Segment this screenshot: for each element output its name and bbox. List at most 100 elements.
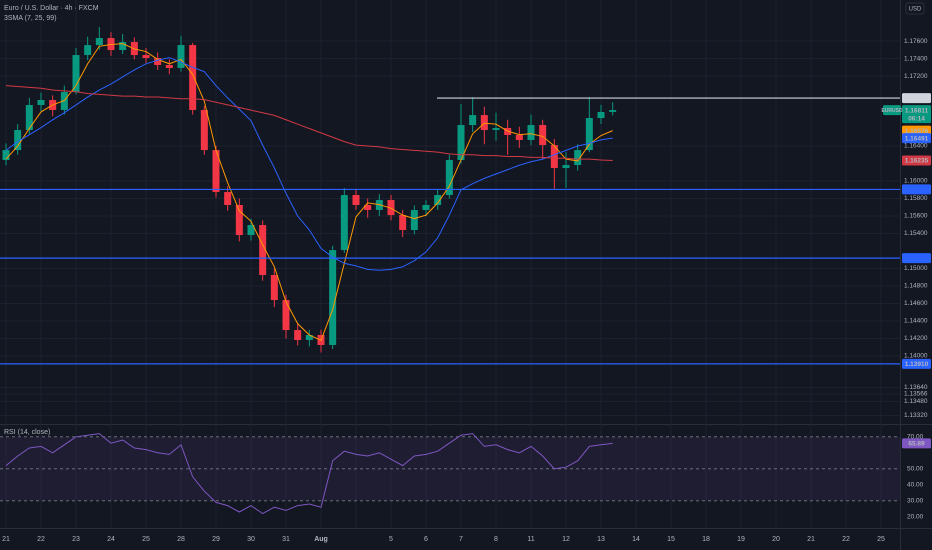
rsi-value-badge: 65.89 bbox=[908, 441, 925, 448]
candle-body bbox=[259, 225, 267, 275]
candle-body bbox=[445, 160, 453, 196]
y-tick-label: 1.13320 bbox=[904, 412, 928, 419]
y-tick-label: 1.15000 bbox=[904, 265, 928, 272]
x-tick-label: 18 bbox=[702, 536, 710, 543]
candle-body bbox=[84, 45, 92, 56]
candle-body bbox=[154, 58, 162, 66]
candle-body bbox=[282, 300, 290, 331]
y-tick-label: 1.14200 bbox=[904, 335, 928, 342]
level-badge-bg bbox=[902, 253, 931, 264]
candle-body bbox=[294, 330, 302, 341]
candle-body bbox=[177, 45, 185, 68]
level-badge: 1.13910 bbox=[905, 361, 929, 368]
symbol-badge-bg bbox=[883, 105, 901, 116]
y-tick-label: 50.00 bbox=[907, 466, 924, 473]
x-tick-label: 30 bbox=[247, 536, 255, 543]
x-tick-label: 20 bbox=[772, 536, 780, 543]
y-tick-label: 1.17400 bbox=[904, 55, 928, 62]
x-tick-label: 25 bbox=[877, 536, 885, 543]
candle-body bbox=[457, 125, 465, 161]
candle-body bbox=[212, 150, 220, 193]
ma-value-badge: 1.16235 bbox=[905, 158, 929, 165]
x-tick-label: 23 bbox=[72, 536, 80, 543]
x-tick-label: 24 bbox=[107, 536, 115, 543]
y-tick-label: 1.16000 bbox=[904, 178, 928, 185]
candle-body bbox=[37, 100, 45, 105]
rsi-value-badge-bg bbox=[902, 438, 931, 449]
x-tick-label: 28 bbox=[177, 536, 185, 543]
candle-body bbox=[515, 135, 523, 140]
y-tick-label: 1.14800 bbox=[904, 283, 928, 290]
x-tick-label: 12 bbox=[562, 536, 570, 543]
candle-body bbox=[2, 150, 10, 161]
candle-body bbox=[25, 104, 33, 131]
candle-body bbox=[340, 195, 348, 251]
x-tick-label: 21 bbox=[2, 536, 10, 543]
x-tick-label: 19 bbox=[737, 536, 745, 543]
candle-body bbox=[562, 165, 570, 168]
grid bbox=[0, 0, 900, 528]
candle-body bbox=[352, 195, 360, 206]
candle-body bbox=[142, 55, 150, 59]
candle-body bbox=[469, 115, 477, 126]
candle-body bbox=[527, 125, 535, 140]
x-tick-label: 13 bbox=[597, 536, 605, 543]
x-tick-label: 25 bbox=[142, 536, 150, 543]
rsi-title: RSI (14, close) bbox=[4, 429, 50, 436]
y-tick-label: 70.00 bbox=[907, 434, 924, 441]
level-badge-bg bbox=[902, 358, 931, 369]
candle-body bbox=[270, 274, 278, 301]
candle-body bbox=[165, 65, 173, 68]
ma-value-badge: 1.16576 bbox=[905, 128, 929, 135]
y-tick-label: 1.13640 bbox=[904, 384, 928, 391]
x-tick-label: 7 bbox=[459, 536, 463, 543]
candle-body bbox=[480, 115, 488, 131]
x-tick-label: 22 bbox=[37, 536, 45, 543]
x-tick-label: 29 bbox=[212, 536, 220, 543]
candle-body bbox=[119, 41, 127, 51]
candle-body bbox=[434, 195, 442, 206]
candle-body bbox=[539, 125, 547, 146]
candle-body bbox=[609, 110, 617, 112]
last-price: 1.16811 bbox=[905, 107, 929, 114]
x-tick-label: 31 bbox=[282, 536, 290, 543]
candle-body bbox=[492, 128, 500, 131]
symbol: EURUSD bbox=[881, 108, 903, 114]
y-tick-label: 1.17600 bbox=[904, 38, 928, 45]
y-tick-label: 1.16400 bbox=[904, 143, 928, 150]
candle-body bbox=[305, 335, 313, 341]
y-tick-label: 20.00 bbox=[907, 514, 924, 521]
level-badge-bg bbox=[902, 93, 931, 104]
x-tick-label: 8 bbox=[494, 536, 498, 543]
x-tick-label: Aug bbox=[314, 536, 328, 543]
candle-body bbox=[235, 205, 243, 236]
y-tick-label: 40.00 bbox=[907, 482, 924, 489]
candle-body bbox=[189, 45, 197, 110]
candle-body bbox=[422, 205, 430, 210]
chart-title: Euro / U.S. Dollar · 4h · FXCM bbox=[4, 5, 99, 12]
rsi-line bbox=[5, 433, 613, 515]
candle-body bbox=[200, 109, 208, 151]
x-tick-label: 15 bbox=[667, 536, 675, 543]
y-tick-label: 1.15400 bbox=[904, 230, 928, 237]
y-tick-label: 1.14000 bbox=[904, 353, 928, 360]
candle-body bbox=[14, 130, 22, 151]
x-tick-label: 6 bbox=[424, 536, 428, 543]
x-tick-label: 11 bbox=[527, 536, 534, 543]
candle-body bbox=[329, 250, 337, 345]
y-tick-label: 30.00 bbox=[907, 498, 924, 505]
moving-average-line bbox=[5, 85, 613, 161]
candle-body bbox=[410, 209, 418, 231]
candle-body bbox=[387, 200, 395, 216]
ma-value-badge-bg bbox=[902, 133, 931, 144]
ma-value-badge-bg bbox=[902, 155, 931, 166]
candle-body bbox=[399, 215, 407, 231]
y-tick-label: 1.14400 bbox=[904, 318, 928, 325]
price-badge-bg bbox=[902, 105, 931, 124]
candle-body bbox=[574, 150, 582, 166]
currency[interactable]: USD bbox=[909, 7, 922, 13]
y-tick-label: 1.15800 bbox=[904, 195, 928, 202]
x-tick-label: 22 bbox=[842, 536, 850, 543]
currency-box[interactable] bbox=[905, 2, 925, 15]
